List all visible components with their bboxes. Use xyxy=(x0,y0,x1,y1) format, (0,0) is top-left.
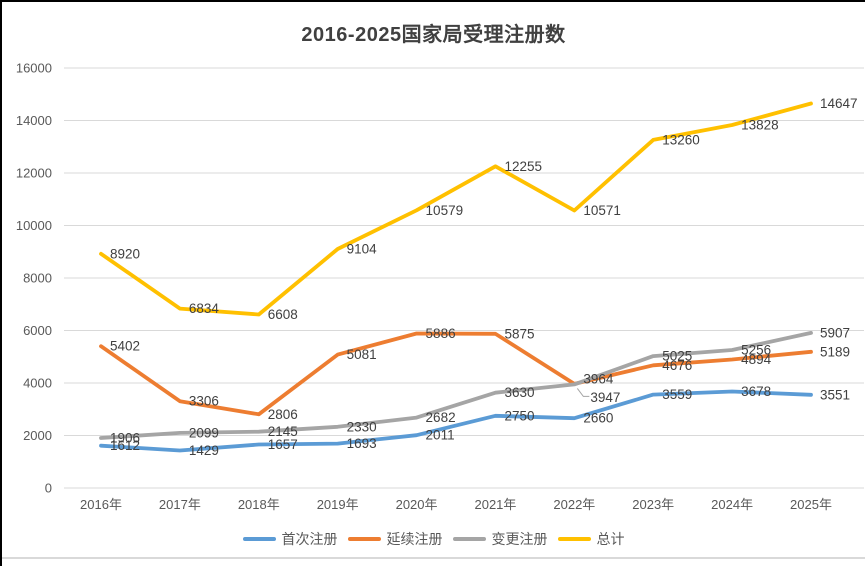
legend-label: 总计 xyxy=(596,531,625,547)
data-label: 2660 xyxy=(583,411,613,426)
chart-legend: 首次注册 延续注册 变更注册 总计 xyxy=(2,529,865,549)
chart-title: 2016-2025国家局受理注册数 xyxy=(301,24,566,46)
data-label: 2750 xyxy=(504,408,534,423)
legend-item: 总计 xyxy=(557,529,625,549)
legend-label: 首次注册 xyxy=(281,531,338,547)
data-label: 4676 xyxy=(662,358,692,373)
data-label: 1657 xyxy=(268,437,298,452)
x-tick-label: 2023年 xyxy=(632,497,674,512)
data-label: 3551 xyxy=(820,387,850,402)
data-label: 5025 xyxy=(662,349,692,364)
data-label: 6608 xyxy=(268,307,298,322)
y-tick-label: 6000 xyxy=(23,323,52,338)
x-tick-label: 2022年 xyxy=(553,497,595,512)
series-line xyxy=(99,330,813,440)
x-tick-label: 2021年 xyxy=(474,497,516,512)
y-tick-label: 12000 xyxy=(16,166,52,181)
data-label: 2145 xyxy=(268,424,298,439)
y-tick-label: 4000 xyxy=(23,376,52,391)
x-tick-label: 2016年 xyxy=(80,497,122,512)
series-line xyxy=(99,389,813,453)
data-label: 1612 xyxy=(110,438,140,453)
legend-label: 延续注册 xyxy=(386,531,443,547)
y-tick-label: 14000 xyxy=(16,113,52,128)
y-tick-label: 0 xyxy=(45,481,52,496)
x-tick-label: 2017年 xyxy=(159,497,201,512)
legend-item: 变更注册 xyxy=(452,529,548,549)
series-line xyxy=(99,101,813,317)
y-tick-label: 16000 xyxy=(16,61,52,76)
data-label: 2099 xyxy=(189,425,219,440)
y-tick-label: 8000 xyxy=(23,271,52,286)
y-tick-label: 10000 xyxy=(16,218,52,233)
data-label: 10579 xyxy=(426,203,464,218)
data-label: 2011 xyxy=(426,428,455,443)
data-label: 5081 xyxy=(347,347,377,362)
x-tick-label: 2025年 xyxy=(790,497,832,512)
data-label: 1693 xyxy=(347,436,377,451)
data-label: 10571 xyxy=(583,203,621,218)
data-label: 5402 xyxy=(110,339,140,354)
data-label: 3630 xyxy=(504,385,534,400)
x-tick-label: 2018年 xyxy=(238,497,280,512)
data-label: 8920 xyxy=(110,246,140,261)
data-label: 2330 xyxy=(347,419,377,434)
data-label: 1429 xyxy=(189,443,219,458)
label-leader-line xyxy=(576,388,590,397)
data-label: 1906 xyxy=(110,430,140,445)
legend-swatch-icon xyxy=(242,537,276,541)
data-label: 3964 xyxy=(583,371,614,386)
legend-label: 变更注册 xyxy=(491,531,548,547)
y-tick-label: 2000 xyxy=(23,428,52,443)
legend-swatch-icon xyxy=(557,537,591,541)
data-label: 5256 xyxy=(741,343,771,358)
bottom-divider xyxy=(2,557,865,559)
data-label: 5907 xyxy=(820,325,850,340)
data-label: 5189 xyxy=(820,344,850,359)
data-label: 2682 xyxy=(426,410,456,425)
data-label: 12255 xyxy=(504,159,542,174)
legend-item: 首次注册 xyxy=(242,529,338,549)
data-label: 3947 xyxy=(590,390,620,405)
data-label: 2806 xyxy=(268,407,298,422)
data-label: 3559 xyxy=(662,387,692,402)
data-label: 4894 xyxy=(741,352,772,367)
data-label: 3306 xyxy=(189,394,219,409)
data-label: 5875 xyxy=(504,326,534,341)
x-tick-label: 2020年 xyxy=(396,497,438,512)
data-label: 13260 xyxy=(662,132,700,147)
data-label: 13828 xyxy=(741,118,779,133)
series-line xyxy=(99,331,813,417)
data-label: 5886 xyxy=(426,326,456,341)
x-tick-label: 2019年 xyxy=(317,497,359,512)
legend-item: 延续注册 xyxy=(347,529,443,549)
x-tick-label: 2024年 xyxy=(711,497,753,512)
data-label: 3678 xyxy=(741,384,771,399)
data-label: 6834 xyxy=(189,301,220,316)
legend-swatch-icon xyxy=(452,537,486,541)
data-label: 14647 xyxy=(820,96,858,111)
legend-swatch-icon xyxy=(347,537,381,541)
data-label: 9104 xyxy=(347,242,378,257)
